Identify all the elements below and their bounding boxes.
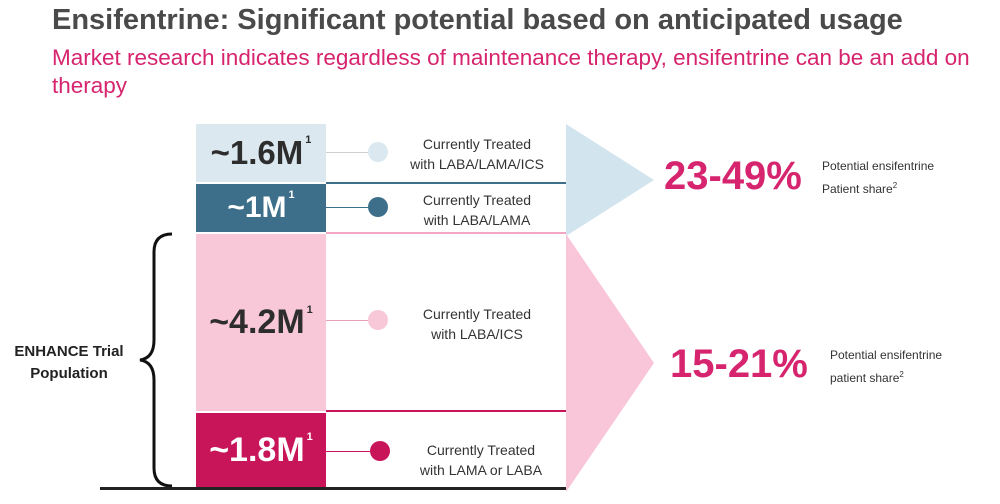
- connector-line-1: [326, 152, 368, 153]
- segment-footnote-1: 1: [305, 134, 312, 146]
- separator-line-2: [326, 232, 566, 234]
- segment-footnote-3: 1: [306, 303, 313, 316]
- segment-value-2: ~1M: [227, 191, 287, 224]
- marker-dot-4: [370, 441, 390, 461]
- segment-label-2: Currently Treated with LABA/LAMA: [422, 192, 532, 228]
- connector-line-3: [326, 320, 368, 321]
- segment-footnote-4: 1: [306, 431, 313, 443]
- share-percent-bottom: 15-21%: [670, 342, 808, 386]
- segment-block-4: ~1.8M 1: [196, 413, 326, 487]
- marker-dot-3: [368, 310, 388, 330]
- separator-line-3: [326, 410, 566, 412]
- segment-footnote-2: 1: [288, 189, 295, 201]
- segment-value-3: ~4.2M: [209, 303, 305, 341]
- share-arrow-top: [566, 124, 654, 236]
- baseline-rule: [100, 487, 566, 490]
- marker-dot-1: [368, 142, 388, 162]
- marker-dot-2: [368, 197, 388, 217]
- segment-value-1: ~1.6M: [210, 134, 304, 171]
- bracket-label: ENHANCE Trial Population: [14, 343, 124, 382]
- share-caption-top: Potential ensifentrine Patient share2: [822, 159, 935, 196]
- segment-block-3: ~4.2M 1: [196, 234, 326, 411]
- segment-label-1: Currently Treated with LABA/LAMA/ICS: [410, 136, 544, 172]
- segment-label-4: Currently Treated with LAMA or LABA: [419, 442, 543, 478]
- segment-value-4: ~1.8M: [209, 430, 305, 469]
- segment-block-1: ~1.6M 1: [196, 124, 326, 182]
- separator-line-1: [326, 182, 566, 184]
- segment-label-3: Currently Treated with LABA/ICS: [422, 306, 532, 342]
- share-caption-bottom: Potential ensifentrine patient share2: [830, 348, 943, 385]
- connector-line-2: [326, 207, 368, 208]
- page-subtitle: Market research indicates regardless of …: [52, 45, 970, 98]
- connector-line-4: [326, 451, 370, 452]
- page-title: Ensifentrine: Significant potential base…: [52, 4, 903, 36]
- population-bracket: [139, 232, 173, 488]
- share-arrow-bottom: [566, 234, 654, 492]
- share-percent-top: 23-49%: [664, 154, 802, 198]
- segment-block-2: ~1M 1: [196, 184, 326, 232]
